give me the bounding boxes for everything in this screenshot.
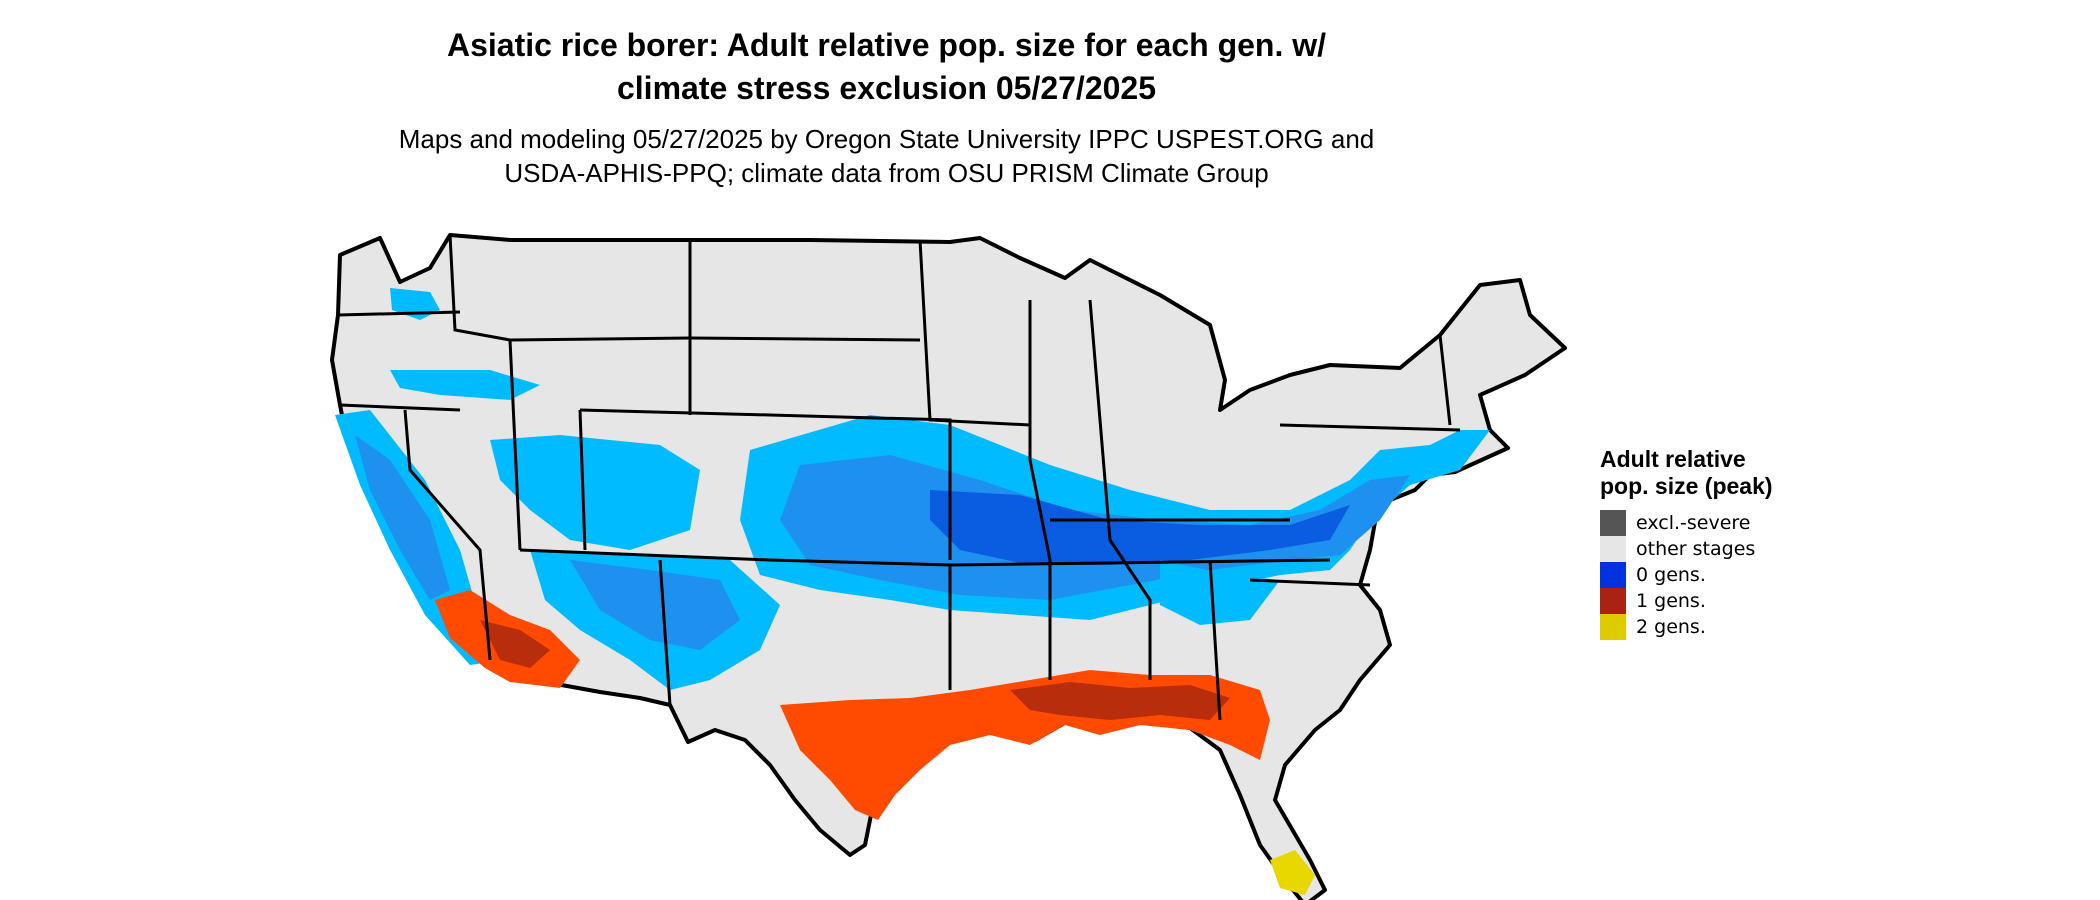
border-ca-nv <box>403 409 492 661</box>
legend-label: other stages <box>1636 538 1756 560</box>
legend-label: 1 gens. <box>1636 590 1706 612</box>
legend-item: 2 gens. <box>1600 614 1800 640</box>
legend-item: 1 gens. <box>1600 588 1800 614</box>
state-borders <box>337 234 1461 721</box>
border-az-nm <box>519 548 771 562</box>
zone-central-band-dark <box>930 490 1350 565</box>
border-pa-ny <box>1279 423 1461 432</box>
zone-south-florida <box>1270 850 1315 895</box>
zone-arizona-dark <box>480 620 550 668</box>
border-va-nc <box>1249 578 1371 587</box>
border-id-mt <box>448 234 511 342</box>
zone-appalachia <box>1160 560 1280 625</box>
zone-gulf-coast-dark <box>1010 682 1230 720</box>
border-nm-tx <box>658 559 672 706</box>
map-subtitle: Maps and modeling 05/27/2025 by Oregon S… <box>0 122 1773 190</box>
legend-swatch <box>1600 588 1626 614</box>
map-title: Asiatic rice borer: Adult relative pop. … <box>0 24 1773 110</box>
border-or-ca <box>339 403 461 412</box>
map-title-line-2: climate stress exclusion 05/27/2025 <box>616 70 1156 106</box>
border-ohio <box>1088 299 1152 680</box>
legend-label: excl.-severe <box>1636 512 1751 534</box>
border-ny-ne <box>1438 334 1452 426</box>
border-mo-ar <box>918 239 1031 427</box>
map-subtitle-line-1: Maps and modeling 05/27/2025 by Oregon S… <box>398 124 1375 154</box>
legend-swatch <box>1600 536 1626 562</box>
us-map <box>330 233 1567 900</box>
legend-label: 0 gens. <box>1636 564 1706 586</box>
border-ms-river <box>1028 300 1052 680</box>
border-plains <box>689 336 921 342</box>
zone-idaho <box>390 370 540 400</box>
zone-great-basin <box>490 435 700 550</box>
border-nv-ut <box>508 339 522 551</box>
legend-swatch <box>1600 562 1626 588</box>
zone-west-coast-mid <box>355 435 450 600</box>
legend-swatch <box>1600 614 1626 640</box>
zone-southwest-mid <box>570 560 740 650</box>
legend-item: 0 gens. <box>1600 562 1800 588</box>
legend-item: excl.-severe <box>1600 510 1800 536</box>
border-wy-co <box>579 408 771 417</box>
map-title-line-1: Asiatic rice borer: Adult relative pop. … <box>446 27 1327 63</box>
border-mt-wy <box>509 336 691 342</box>
legend-items: excl.-severe other stages 0 gens. 1 gens. 2 … <box>1600 510 1800 640</box>
border-ut-co <box>578 409 587 551</box>
border-tn <box>949 558 1331 567</box>
one-gen-zones <box>435 590 1270 820</box>
legend: Adult relative pop. size (peak) excl.-se… <box>1600 446 1800 640</box>
legend-item: other stages <box>1600 536 1800 562</box>
legend-swatch <box>1600 510 1626 536</box>
legend-title: Adult relative pop. size (peak) <box>1600 446 1773 499</box>
map-subtitle-line-2: USDA-APHIS-PPQ; climate data from OSU PR… <box>504 158 1269 188</box>
border-wa-or <box>337 310 461 317</box>
legend-label: 2 gens. <box>1636 616 1706 638</box>
border-al-ga <box>1208 559 1222 721</box>
